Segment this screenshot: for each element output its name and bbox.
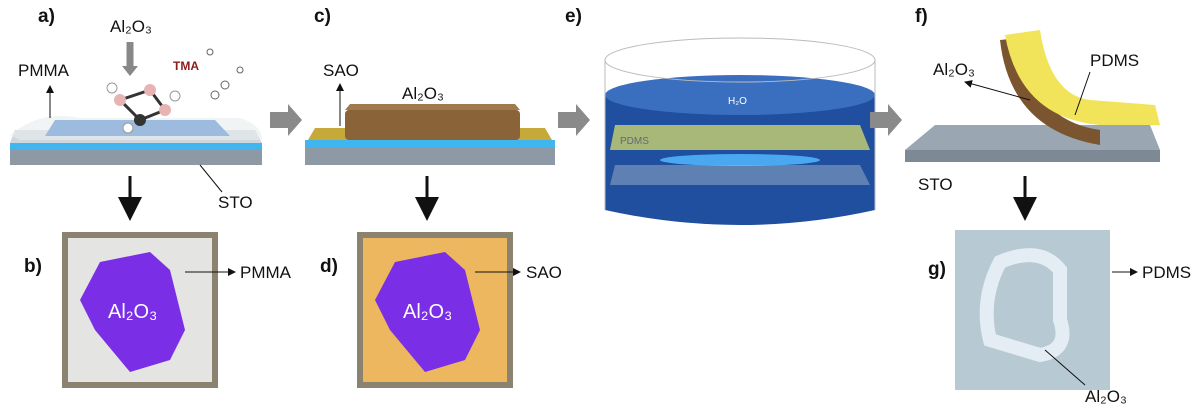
panel-label: c) xyxy=(314,6,331,27)
label: PMMA xyxy=(18,61,70,80)
label: Al₂O₃ xyxy=(403,301,452,323)
label: PMMA xyxy=(240,263,292,282)
label: H₂O xyxy=(728,96,747,107)
label: Al₂O₃ xyxy=(1085,387,1127,406)
label: SAO xyxy=(526,263,562,282)
label: SAO xyxy=(323,61,359,80)
panel-g: g) PDMS Al₂O₃ xyxy=(928,230,1191,406)
panel-d: d) SAO Al₂O₃ xyxy=(320,232,562,388)
panel-label: b) xyxy=(24,256,42,277)
label: Al₂O₃ xyxy=(110,17,152,36)
panel-a: a) Al₂O₃ TMA PMMA STO xyxy=(10,6,262,218)
panel-label: f) xyxy=(915,6,928,27)
label: PDMS xyxy=(1090,51,1139,70)
figure: a) Al₂O₃ TMA PMMA STO b) PMMA Al₂O₃ c) S… xyxy=(0,0,1203,407)
label: Al₂O₃ xyxy=(933,60,975,79)
panel-b: b) PMMA Al₂O₃ xyxy=(24,232,292,388)
panel-label: a) xyxy=(38,6,55,27)
label: TMA xyxy=(173,59,199,73)
label: Al₂O₃ xyxy=(402,84,444,103)
label: STO xyxy=(918,175,953,194)
label: Al₂O₃ xyxy=(108,301,157,323)
panel-label: e) xyxy=(565,6,582,27)
label: PDMS xyxy=(1142,263,1191,282)
panel-c: c) SAO Al₂O₃ xyxy=(305,6,555,218)
label: STO xyxy=(218,193,253,212)
panel-e: e) H₂O PDMS xyxy=(565,6,875,225)
panel-f: f) Al₂O₃ PDMS STO xyxy=(905,6,1160,218)
label: PDMS xyxy=(620,136,649,147)
panel-label: d) xyxy=(320,256,338,277)
panel-label: g) xyxy=(928,259,946,280)
